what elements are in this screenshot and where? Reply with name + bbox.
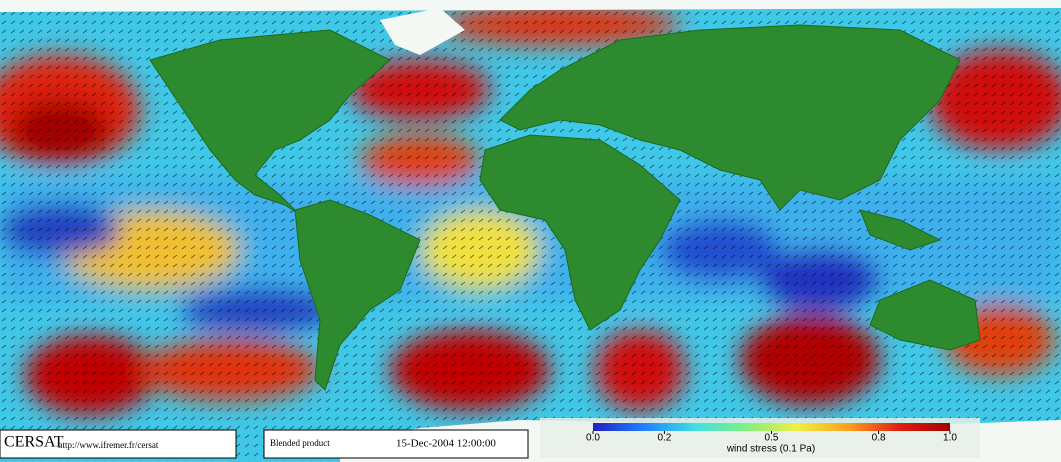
footer: CERSAT http://www.ifremer.fr/cersat Blen… xyxy=(0,418,980,459)
colorbar xyxy=(593,423,950,431)
colorbar-tick-label: 0.0 xyxy=(586,433,600,444)
logo: CERSAT xyxy=(4,434,64,451)
colorbar-tick-label: 0.5 xyxy=(765,433,779,444)
land xyxy=(149,24,981,391)
product: Blended product xyxy=(270,438,330,448)
product-box xyxy=(263,429,529,459)
date: 15-Dec-2004 12:00:00 xyxy=(396,438,496,450)
logo-box xyxy=(0,429,237,459)
colorbar-tick-label: 1.0 xyxy=(943,433,957,444)
url: http://www.ifremer.fr/cersat xyxy=(58,440,159,450)
colorbar-tick-label: 0.8 xyxy=(872,433,886,444)
colorbar-label: wind stress (0.1 Pa) xyxy=(726,444,815,455)
colorbar-tick-label: 0.2 xyxy=(657,433,671,444)
